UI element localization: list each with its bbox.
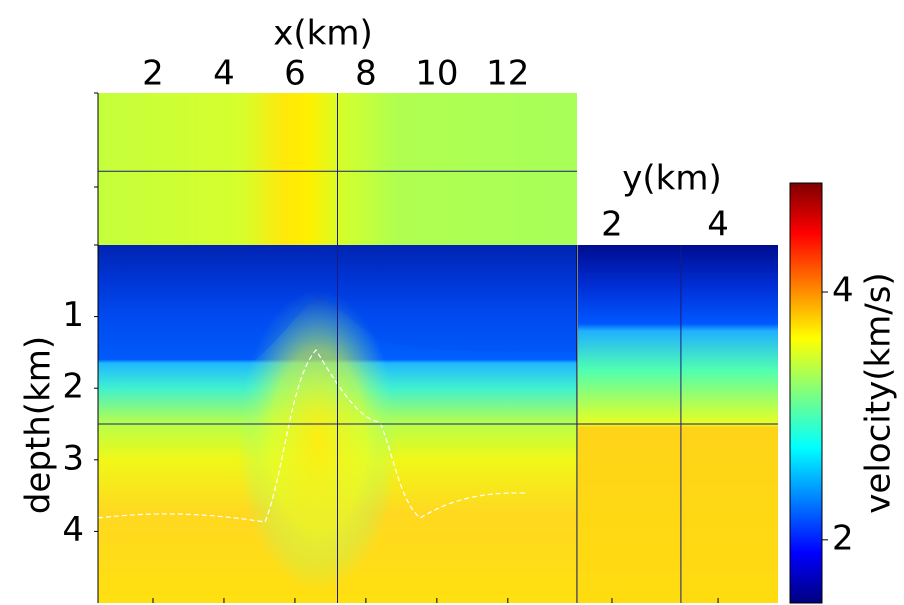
depth-tick-label: 1 xyxy=(62,295,84,335)
depth-axis-label: depth(km) xyxy=(19,336,59,514)
depth-tick-label: 4 xyxy=(62,510,84,550)
x-tick-label: 2 xyxy=(142,54,164,94)
depth-tick-label: 3 xyxy=(62,438,84,478)
x-tick-label: 4 xyxy=(213,54,235,94)
depth-tick-label: 2 xyxy=(62,367,84,407)
x-axis-label: x(km) xyxy=(273,14,372,54)
colorbar-tick-label: 2 xyxy=(832,518,854,558)
x-tick-label: 12 xyxy=(486,54,529,94)
colorbar-label: velocity(km/s) xyxy=(859,272,899,513)
colorbar-tick-label: 4 xyxy=(832,271,854,311)
x-tick-label: 8 xyxy=(355,54,377,94)
colorbar xyxy=(789,182,823,604)
x-tick-label: 6 xyxy=(284,54,306,94)
y-tick-label: 2 xyxy=(601,205,623,245)
ridge xyxy=(238,290,398,590)
annotation-curve xyxy=(97,348,526,523)
y-tick-label: 4 xyxy=(707,205,729,245)
y-axis-label: y(km) xyxy=(622,159,721,199)
x-tick-label: 10 xyxy=(415,54,458,94)
